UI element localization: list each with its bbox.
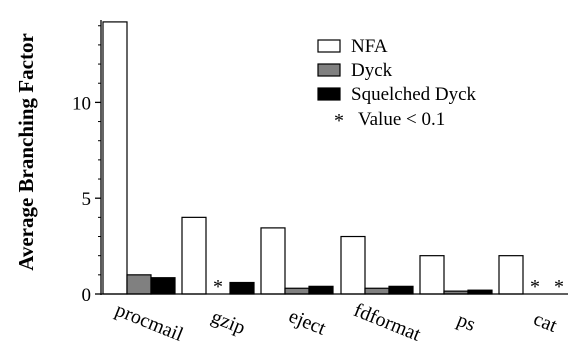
bar-nfa (102, 21, 128, 295)
y-axis-label: Average Branching Factor (14, 33, 38, 271)
legend-swatch (317, 87, 341, 101)
bar-nfa (498, 255, 524, 295)
bar-dyck (284, 287, 310, 295)
small-value-marker: * (213, 276, 223, 298)
y-tick-label: 5 (82, 189, 92, 210)
bar-nfa (260, 227, 286, 295)
y-axis: 0 5 10 (72, 20, 102, 306)
bar-nfa (340, 235, 366, 295)
bar-squelched-dyck (388, 285, 414, 295)
bar-dyck (126, 274, 152, 295)
bar-squelched-dyck (308, 285, 334, 295)
x-tick-label: cat (530, 308, 560, 337)
x-tick-label: gzip (208, 306, 248, 339)
legend: NFA Dyck Squelched Dyck * Value < 0.1 (317, 36, 477, 132)
bar-group-gzip: * (181, 216, 255, 298)
y-tick-label: 0 (82, 285, 92, 306)
legend-swatch (317, 39, 341, 53)
bar-group-procmail (102, 21, 176, 295)
x-tick-label: ps (454, 309, 479, 336)
legend-label: NFA (351, 36, 388, 57)
x-tick-label: eject (286, 305, 330, 340)
legend-note-label: Value < 0.1 (358, 109, 445, 130)
bar-nfa (419, 255, 445, 295)
legend-swatch (317, 63, 341, 77)
bar-dyck (364, 287, 390, 295)
x-tick-label: fdformat (351, 299, 425, 346)
small-value-marker: * (554, 276, 564, 298)
x-tick-label: procmail (112, 299, 187, 346)
bars: * * * (102, 21, 564, 298)
bar-group-eject (260, 227, 334, 295)
bar-group-fdformat (340, 235, 414, 295)
legend-label: Squelched Dyck (351, 84, 477, 105)
bar-group-cat: * * (498, 255, 564, 298)
x-axis: procmail gzip eject fdformat ps cat (101, 293, 568, 346)
bar-group-ps (419, 255, 493, 295)
small-value-marker: * (530, 276, 540, 298)
bar-squelched-dyck (229, 281, 255, 295)
y-tick-label: 10 (72, 93, 91, 114)
bar-squelched-dyck (150, 277, 176, 295)
bar-nfa (181, 216, 207, 295)
legend-label: Dyck (351, 60, 393, 81)
legend-note-symbol: * (334, 110, 344, 132)
